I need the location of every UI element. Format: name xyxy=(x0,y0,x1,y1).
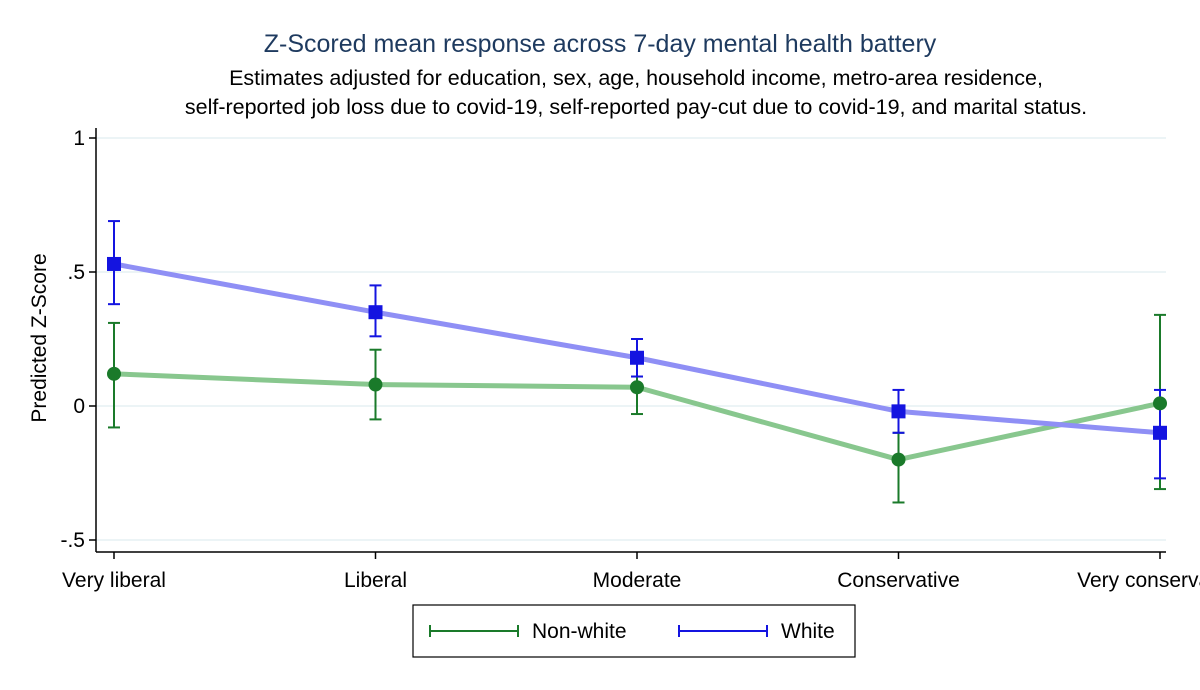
data-point-non-white-2 xyxy=(630,380,644,395)
gridlines xyxy=(96,137,1166,541)
legend-label-white: White xyxy=(781,620,835,643)
data-point-white-1 xyxy=(368,305,383,320)
data-point-non-white-1 xyxy=(368,377,383,392)
y-tick-label-0: 1 xyxy=(73,127,85,150)
x-tick-label-2: Moderate xyxy=(593,569,682,592)
chart-title: Z-Scored mean response across 7-day ment… xyxy=(264,30,937,58)
y-tick-label-3: -.5 xyxy=(60,529,85,552)
legend-item-non-white: Non-white xyxy=(429,620,627,643)
x-tick-label-1: Liberal xyxy=(344,569,407,592)
legend-item-white: White xyxy=(678,620,835,643)
x-axis-ticks: Very liberal Liberal Moderate Conservative V… xyxy=(62,552,1200,592)
data-point-white-0 xyxy=(107,256,121,271)
data-point-white-2 xyxy=(630,350,644,365)
x-tick-label-4: Very conservative xyxy=(1077,569,1200,592)
data-point-non-white-3 xyxy=(891,452,906,467)
chart-subtitle-line-1: Estimates adjusted for education, sex, a… xyxy=(229,66,1043,90)
chart-subtitle-line-2: self-reported job loss due to covid-19, … xyxy=(185,95,1087,119)
x-tick-label-0: Very liberal xyxy=(62,569,166,592)
y-axis-ticks: 1 .5 0 -.5 xyxy=(60,127,96,552)
y-tick-label-1: .5 xyxy=(67,261,85,284)
data-point-white-4 xyxy=(1153,425,1167,440)
data-point-non-white-4 xyxy=(1153,396,1167,411)
x-tick-label-3: Conservative xyxy=(837,569,960,592)
series-markers xyxy=(107,256,1167,467)
data-point-white-3 xyxy=(891,404,906,419)
legend-label-non-white: Non-white xyxy=(532,620,627,643)
legend: Non-white White xyxy=(412,604,856,658)
data-point-non-white-0 xyxy=(107,366,121,381)
y-tick-label-2: 0 xyxy=(73,395,85,418)
y-axis-label: Predicted Z-Score xyxy=(28,253,51,422)
series-group xyxy=(107,220,1167,504)
